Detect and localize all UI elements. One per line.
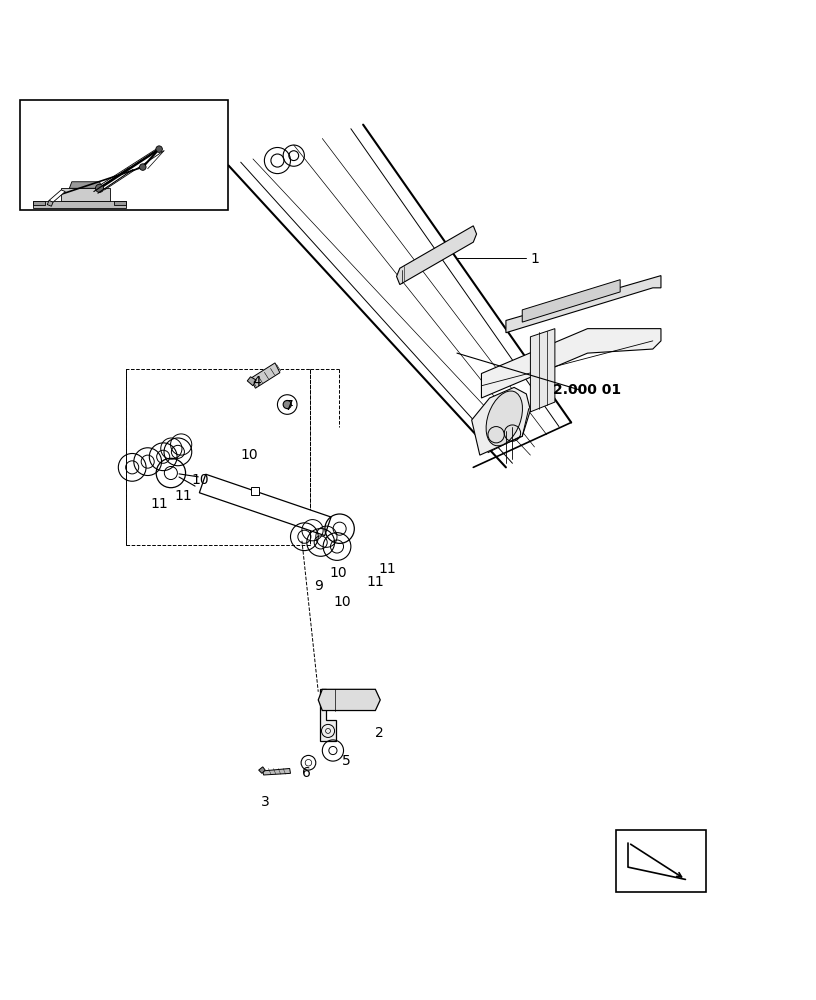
Text: 11: 11 — [150, 497, 168, 511]
Polygon shape — [49, 190, 65, 202]
Text: 10: 10 — [191, 473, 209, 487]
Polygon shape — [318, 689, 380, 711]
Polygon shape — [506, 276, 661, 333]
Circle shape — [283, 400, 291, 409]
Polygon shape — [259, 767, 265, 773]
Text: 2: 2 — [375, 726, 384, 740]
Circle shape — [156, 146, 162, 152]
Polygon shape — [61, 188, 110, 201]
Text: 9: 9 — [314, 579, 322, 593]
Polygon shape — [199, 474, 331, 536]
Text: 4: 4 — [253, 375, 261, 389]
Polygon shape — [69, 182, 102, 188]
Polygon shape — [522, 280, 620, 322]
Circle shape — [95, 184, 104, 192]
Text: 7: 7 — [286, 399, 294, 413]
Text: 1: 1 — [530, 252, 539, 266]
Text: 11: 11 — [175, 489, 193, 503]
Polygon shape — [47, 201, 53, 206]
Polygon shape — [263, 768, 290, 775]
Text: 5: 5 — [343, 754, 351, 768]
Text: 10: 10 — [240, 448, 258, 462]
Polygon shape — [33, 201, 45, 205]
Text: 11: 11 — [366, 575, 384, 589]
Polygon shape — [320, 689, 336, 741]
Polygon shape — [114, 201, 126, 205]
Polygon shape — [251, 363, 280, 388]
Circle shape — [140, 164, 146, 170]
Polygon shape — [472, 387, 530, 455]
Ellipse shape — [486, 391, 522, 446]
Text: 10: 10 — [330, 566, 348, 580]
Bar — [20, 100, 228, 210]
Text: 10: 10 — [334, 595, 352, 609]
Polygon shape — [397, 226, 477, 285]
Text: 6: 6 — [302, 766, 310, 780]
Polygon shape — [251, 487, 259, 495]
Bar — [616, 830, 706, 892]
Polygon shape — [33, 201, 126, 208]
Polygon shape — [481, 329, 661, 398]
Polygon shape — [247, 377, 256, 386]
Text: 11: 11 — [379, 562, 397, 576]
Text: 2.000 01: 2.000 01 — [553, 383, 622, 397]
Polygon shape — [530, 329, 555, 412]
Text: 3: 3 — [261, 795, 269, 809]
Bar — [126, 369, 310, 545]
